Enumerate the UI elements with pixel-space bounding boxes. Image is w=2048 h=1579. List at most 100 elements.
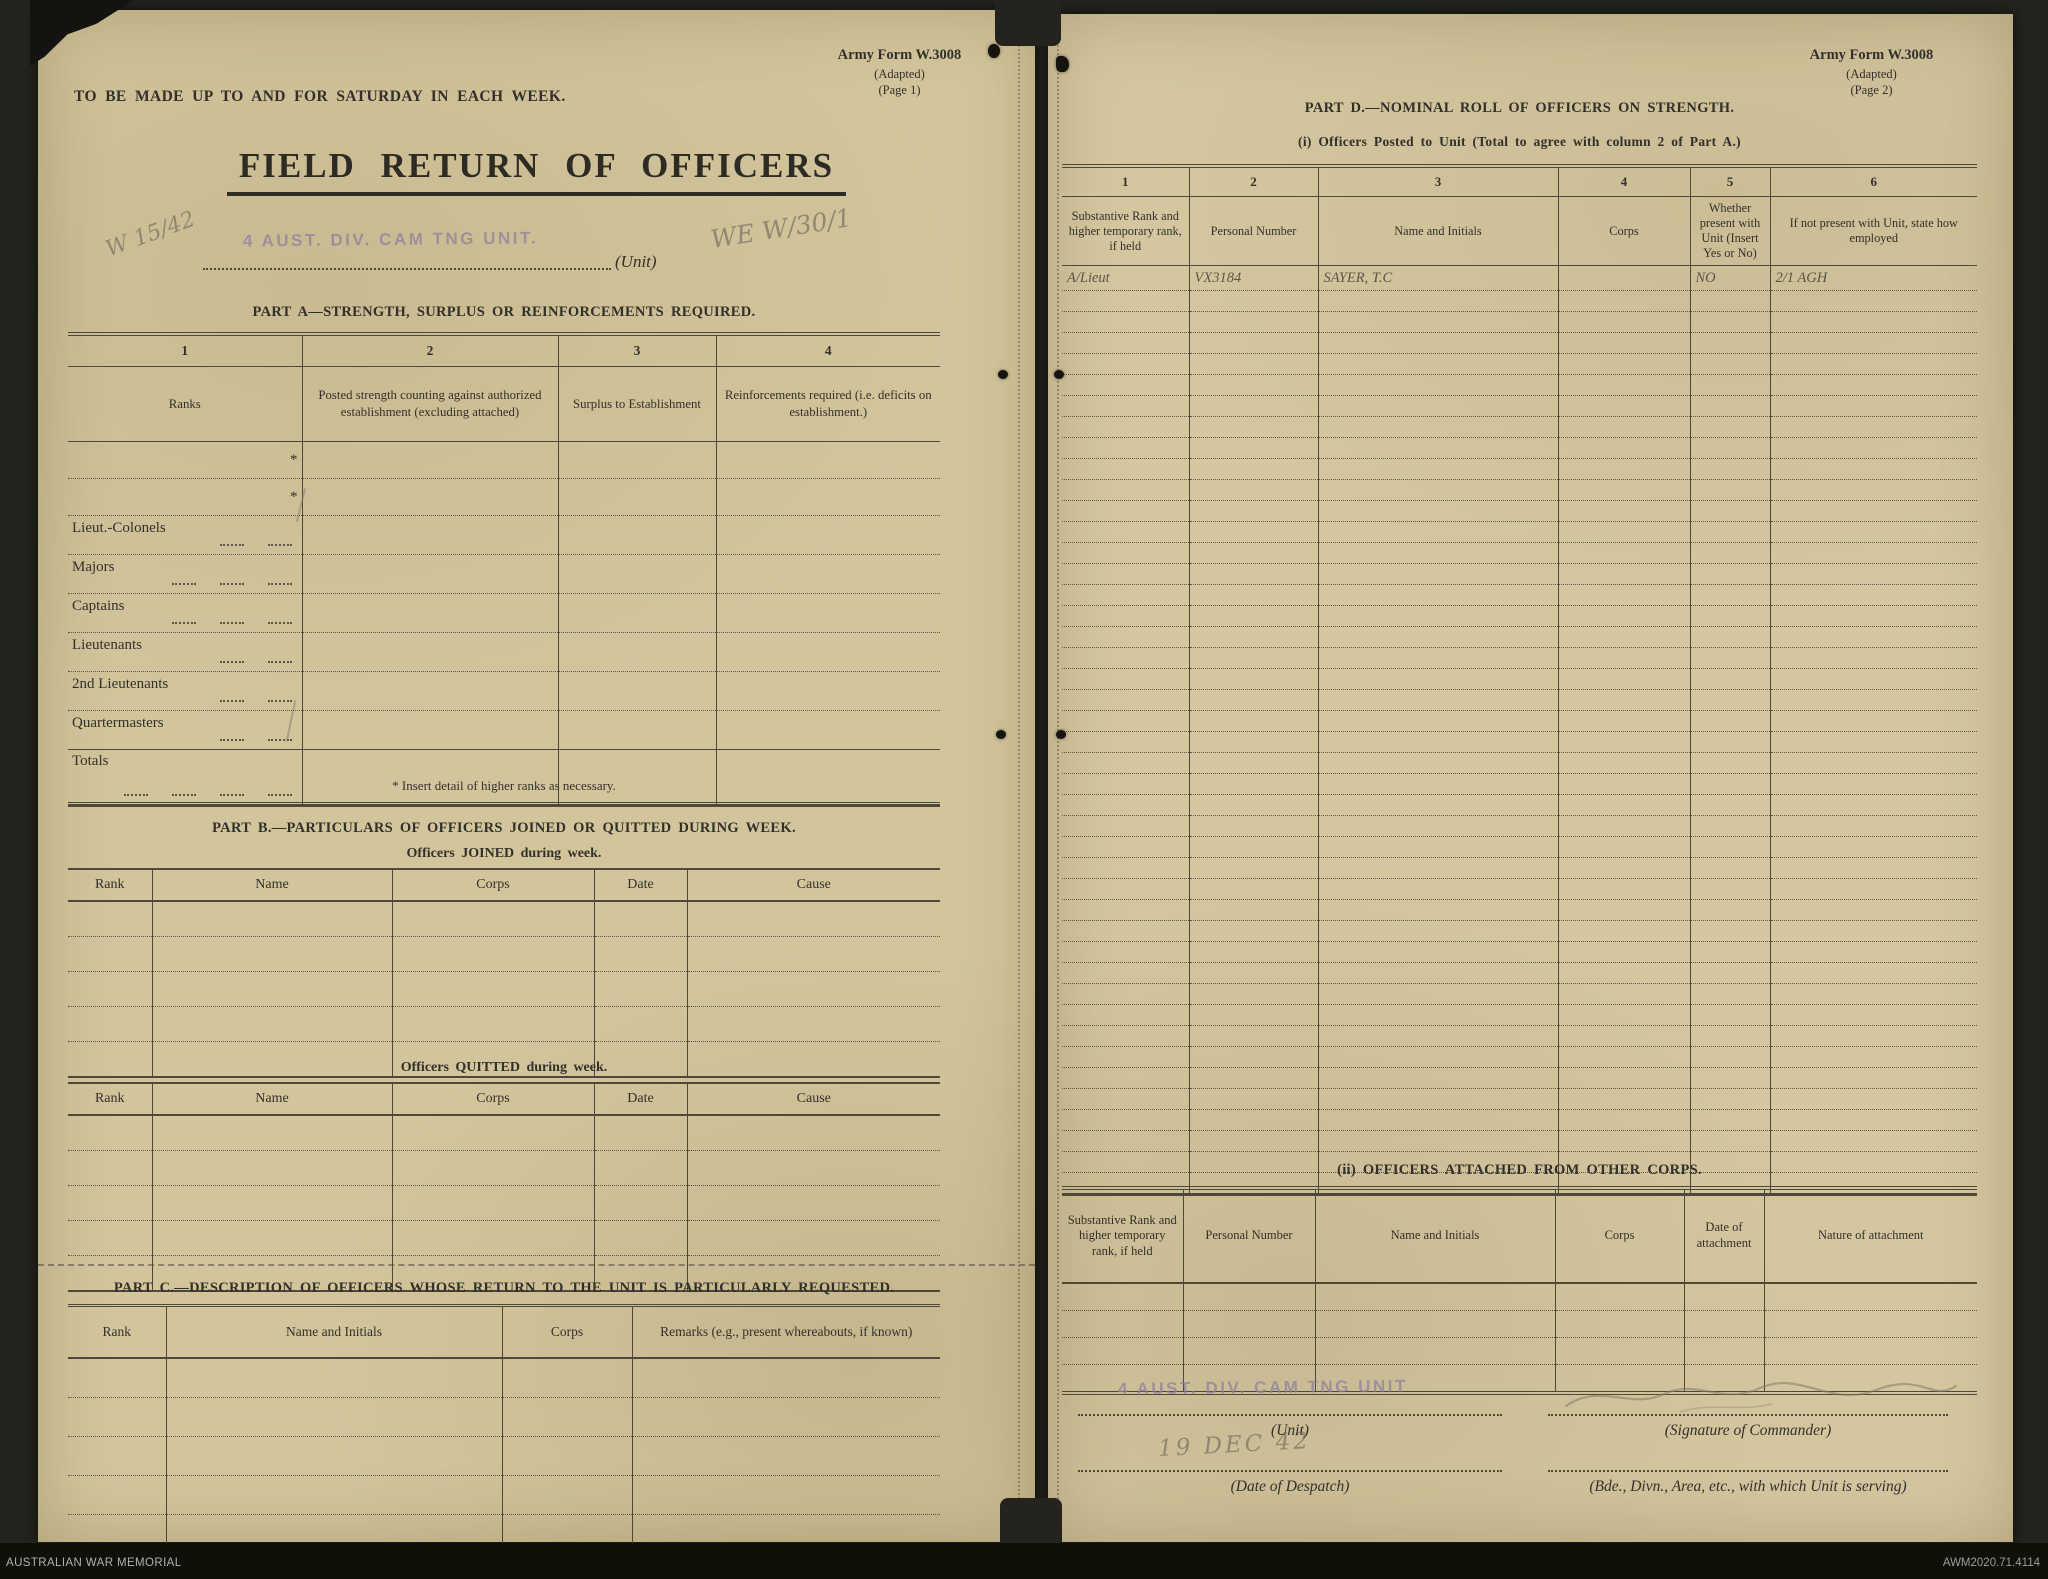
col-number: 6 bbox=[1769, 166, 1977, 197]
empty-cell bbox=[1689, 437, 1770, 459]
table-row bbox=[1062, 1109, 1977, 1131]
fold-perforation-line bbox=[38, 1264, 1035, 1266]
empty-cell bbox=[1557, 1025, 1690, 1047]
empty-cell bbox=[1769, 941, 1977, 963]
empty-cell bbox=[1188, 941, 1318, 963]
rank-label: Lieut.-Colonels bbox=[68, 515, 302, 555]
joined-column-headers: Rank Name Corps Date Cause bbox=[68, 869, 940, 902]
empty-cell bbox=[1769, 416, 1977, 438]
empty-cell bbox=[1689, 647, 1770, 669]
empty-cell bbox=[391, 1150, 594, 1186]
col-header-nature-of-attachment: Nature of attachment bbox=[1763, 1188, 1977, 1284]
empty-cell bbox=[501, 1397, 632, 1437]
empty-cell bbox=[1769, 689, 1977, 711]
empty-cell bbox=[1317, 941, 1558, 963]
officers-joined-table: Rank Name Corps Date Cause bbox=[68, 868, 940, 1078]
empty-cell bbox=[1689, 710, 1770, 732]
empty-cell bbox=[686, 1041, 940, 1077]
empty-cell bbox=[1557, 290, 1690, 312]
empty-cell bbox=[1689, 731, 1770, 753]
empty-cell bbox=[1769, 374, 1977, 396]
empty-cell bbox=[686, 936, 940, 972]
rank-text: Majors bbox=[72, 558, 115, 575]
empty-cell bbox=[1188, 878, 1318, 900]
col-number: 4 bbox=[715, 334, 940, 367]
entry-present: NO bbox=[1689, 265, 1770, 291]
empty-cell bbox=[715, 515, 940, 555]
empty-cell bbox=[1062, 878, 1189, 900]
empty-cell bbox=[1188, 668, 1318, 690]
empty-cell bbox=[501, 1475, 632, 1515]
col-header-how-employed: If not present with Unit, state how empl… bbox=[1769, 196, 1977, 266]
empty-cell bbox=[1188, 773, 1318, 795]
empty-cell bbox=[715, 593, 940, 633]
empty-cell bbox=[1557, 752, 1690, 774]
empty-cell bbox=[1062, 920, 1189, 942]
empty-cell bbox=[1314, 1310, 1555, 1338]
form-page-number: (Page 2) bbox=[1850, 83, 1893, 98]
rank-label: Majors bbox=[68, 554, 302, 594]
empty-cell bbox=[151, 936, 392, 972]
empty-cell bbox=[151, 1220, 392, 1256]
empty-cell bbox=[1062, 983, 1189, 1005]
empty-cell bbox=[1188, 710, 1318, 732]
empty-cell bbox=[151, 971, 392, 1007]
empty-cell bbox=[1689, 878, 1770, 900]
empty-cell bbox=[1317, 773, 1558, 795]
empty-cell bbox=[1317, 647, 1558, 669]
empty-cell bbox=[165, 1358, 502, 1398]
empty-cell bbox=[686, 1115, 940, 1151]
empty-cell bbox=[1554, 1310, 1684, 1338]
empty-cell bbox=[1557, 1151, 1690, 1173]
empty-cell bbox=[557, 441, 716, 479]
form-page-1: TO BE MADE UP TO AND FOR SATURDAY IN EAC… bbox=[30, 0, 1035, 1557]
empty-cell bbox=[501, 1436, 632, 1476]
empty-cell bbox=[715, 710, 940, 750]
empty-cell bbox=[68, 1475, 166, 1515]
col-number: 1 bbox=[1062, 166, 1189, 197]
table-row bbox=[1062, 1046, 1977, 1068]
entry-employed: 2/1 AGH bbox=[1769, 265, 1977, 291]
empty-cell bbox=[1062, 899, 1189, 921]
empty-cell bbox=[631, 1397, 940, 1437]
empty-cell bbox=[1317, 311, 1558, 333]
table-row bbox=[1062, 1088, 1977, 1110]
empty-cell bbox=[1769, 437, 1977, 459]
commander-signature-pencil bbox=[1564, 1382, 1958, 1413]
empty-cell bbox=[1557, 857, 1690, 879]
empty-cell bbox=[1557, 479, 1690, 501]
empty-cell bbox=[1188, 563, 1318, 585]
unit-stamp: 4 AUST. DIV. CAM TNG UNIT bbox=[1117, 1376, 1408, 1399]
empty-cell bbox=[1769, 584, 1977, 606]
empty-cell bbox=[1689, 815, 1770, 837]
empty-cell bbox=[1557, 899, 1690, 921]
unit-label: (Unit) bbox=[615, 252, 657, 271]
empty-cell bbox=[1689, 626, 1770, 648]
empty-cell bbox=[1314, 1364, 1555, 1393]
empty-cell bbox=[715, 632, 940, 672]
empty-cell bbox=[1062, 815, 1189, 837]
empty-cell bbox=[1683, 1364, 1764, 1393]
table-row bbox=[1062, 878, 1977, 900]
empty-cell bbox=[1188, 689, 1318, 711]
table-row bbox=[1062, 416, 1977, 438]
empty-cell bbox=[715, 749, 940, 806]
empty-cell bbox=[68, 971, 152, 1007]
col-header-date-of-attachment: Date of attachment bbox=[1683, 1188, 1764, 1284]
col-number: 5 bbox=[1689, 166, 1770, 197]
empty-cell bbox=[1557, 878, 1690, 900]
empty-cell bbox=[1182, 1310, 1315, 1338]
empty-cell bbox=[1317, 731, 1558, 753]
empty-cell bbox=[501, 1358, 632, 1398]
empty-cell bbox=[1188, 416, 1318, 438]
empty-cell bbox=[557, 710, 716, 750]
empty-cell bbox=[1062, 1151, 1189, 1173]
officers-attached-table: Substantive Rank and higher temporary ra… bbox=[1062, 1186, 1977, 1395]
empty-cell bbox=[1062, 1088, 1189, 1110]
binding-gap bbox=[995, 0, 1061, 46]
punch-hole bbox=[996, 730, 1006, 739]
empty-cell bbox=[1062, 500, 1189, 522]
nominal-roll-table: 1 2 3 4 5 6 Substantive Rank and higher … bbox=[1062, 164, 1977, 1196]
title-row: FIELD RETURN OF OFFICERS bbox=[38, 146, 1035, 196]
table-row bbox=[1062, 1004, 1977, 1026]
